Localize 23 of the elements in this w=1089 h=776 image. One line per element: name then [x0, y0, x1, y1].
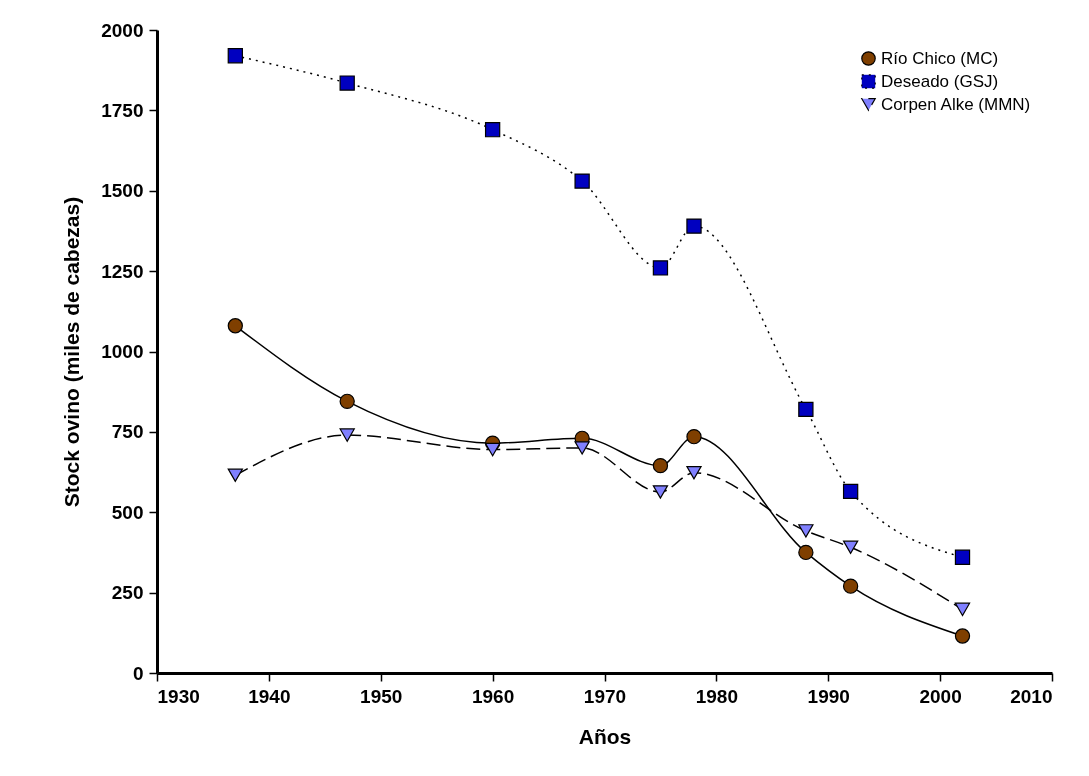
x-tick-label: 1990 — [807, 685, 850, 707]
y-tick-label: 1250 — [101, 260, 144, 282]
y-tick-label: 1000 — [101, 341, 144, 362]
x-tick-label: 1960 — [471, 685, 515, 707]
x-tick-label: 2000 — [919, 685, 962, 707]
legend-label: Deseado (GSJ) — [881, 71, 999, 91]
x-tick-label: 1950 — [360, 685, 403, 707]
y-tick-label: 1750 — [101, 99, 144, 121]
y-tick-label: 1500 — [101, 180, 144, 202]
legend-label: Río Chico (MC) — [881, 48, 999, 68]
x-tick-label: 1980 — [695, 685, 739, 707]
y-axis-title: Stock ovino (miles de cabezas) — [60, 196, 84, 508]
y-tick-label: 500 — [111, 501, 144, 523]
y-tick-label: 250 — [111, 582, 144, 604]
x-axis-title: Años — [578, 724, 632, 748]
y-tick-label: 2000 — [101, 19, 144, 41]
x-tick-label: 1970 — [583, 685, 627, 707]
y-tick-label: 750 — [111, 421, 144, 443]
x-tick-label: 2010 — [1010, 685, 1053, 707]
x-tick-label: 1940 — [248, 685, 291, 707]
legend-label: Corpen Alke (MMN) — [881, 94, 1031, 114]
y-tick-label: 0 — [132, 662, 144, 684]
x-tick-label: 1930 — [157, 685, 200, 707]
